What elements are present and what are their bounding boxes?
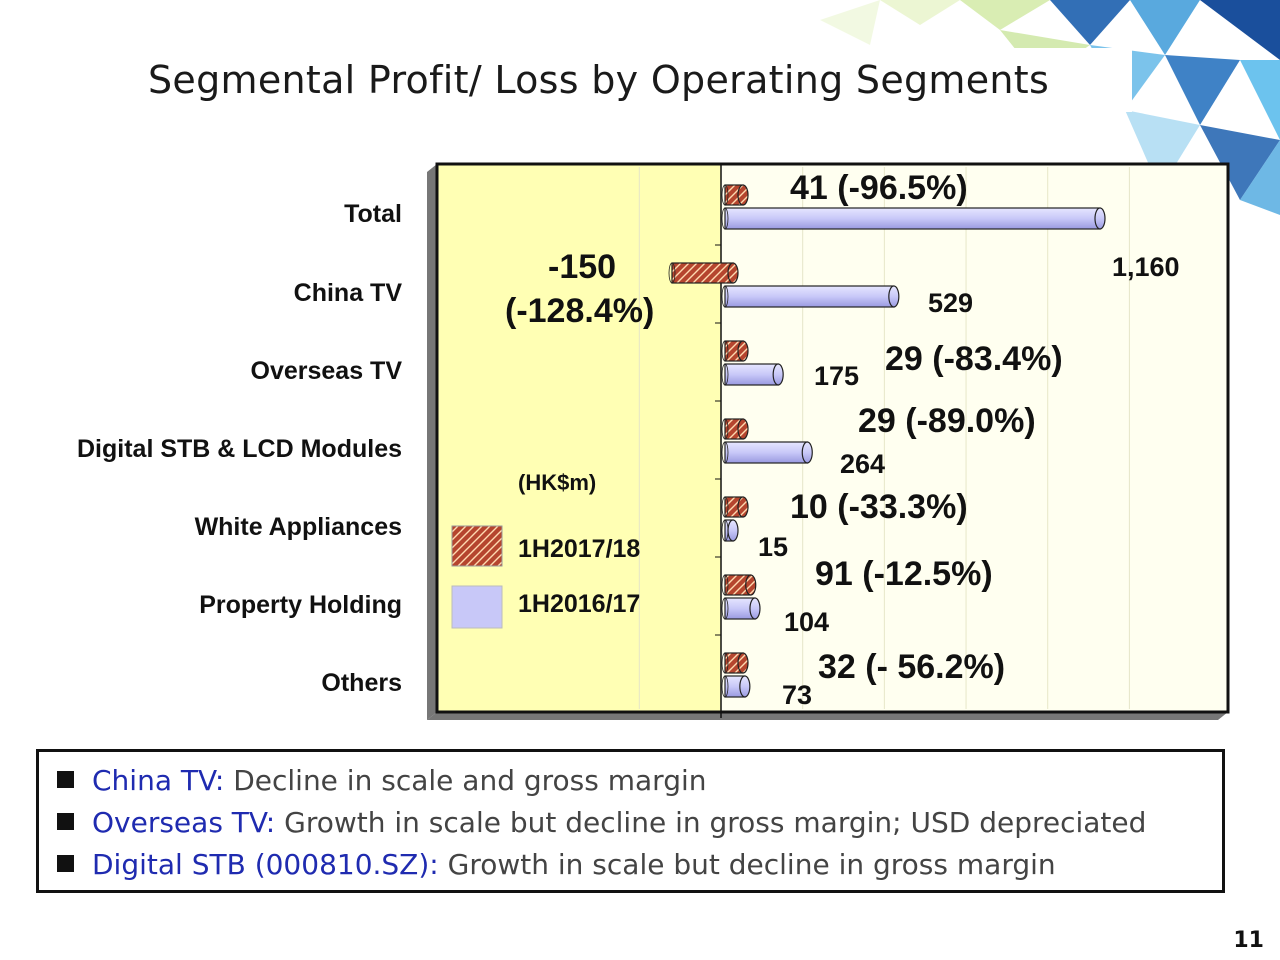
category-label: Property Holding <box>199 591 402 619</box>
bar-prior <box>721 363 784 386</box>
data-label-current: 32 (- 56.2%) <box>818 648 1005 686</box>
bar-current <box>721 340 749 362</box>
slide-title: Segmental Profit/ Loss by Operating Segm… <box>148 58 1050 102</box>
data-label-prior: 529 <box>928 288 973 318</box>
data-label-prior: 264 <box>840 449 885 479</box>
category-label: White Appliances <box>195 513 402 541</box>
bullet-square-icon <box>57 770 74 788</box>
bar-prior <box>721 441 813 464</box>
data-label-prior: 175 <box>814 361 859 391</box>
bar-current <box>721 418 749 440</box>
data-label-prior: 104 <box>784 607 829 637</box>
segment-bar-chart: 41 (-96.5%) -150 29 (-83.4%) 29 (-89.0%) 10 … <box>77 162 1230 720</box>
title-background <box>140 48 1132 112</box>
data-label-current: -150 <box>548 248 616 286</box>
bar-prior <box>721 207 1106 230</box>
data-label-current: 10 (-33.3%) <box>790 488 968 526</box>
bullet-square-icon <box>57 854 74 872</box>
data-label-current: 29 (-83.4%) <box>885 340 1063 378</box>
plot-floor-depth <box>427 712 1228 720</box>
bullet-square-icon <box>57 812 74 830</box>
bar-current <box>721 652 749 674</box>
bar-prior <box>721 675 751 698</box>
data-label-current: 41 (-96.5%) <box>790 169 968 207</box>
data-label-prior: 1,160 <box>1112 252 1180 282</box>
category-label: Overseas TV <box>251 357 403 385</box>
note-digital-stb: Digital STB (000810.SZ): Growth in scale… <box>57 848 1056 881</box>
note-overseas-tv: Overseas TV: Growth in scale but decline… <box>57 806 1146 839</box>
data-label-current-change: (-128.4%) <box>505 292 654 330</box>
bar-current <box>721 184 749 206</box>
bar-prior <box>721 285 900 308</box>
plot-border <box>435 162 1230 714</box>
data-label-current: 91 (-12.5%) <box>815 555 993 593</box>
category-label: Digital STB & LCD Modules <box>77 435 402 463</box>
legend-label-current: 1H2017/18 <box>518 535 640 563</box>
data-label-prior: 15 <box>758 532 788 562</box>
plot-frame-depth <box>427 164 437 720</box>
notes-box: China TV: Decline in scale and gross mar… <box>36 749 1225 893</box>
unit-label: (HK$m) <box>518 470 596 495</box>
data-label-current: 29 (-89.0%) <box>858 402 1036 440</box>
bar-current <box>668 262 739 284</box>
bar-current <box>721 496 749 518</box>
category-label: Total <box>344 200 402 228</box>
bar-prior <box>721 519 739 542</box>
bar-current <box>721 574 757 596</box>
plot-negative-region <box>437 164 721 712</box>
category-label: China TV <box>294 279 403 307</box>
note-china-tv: China TV: Decline in scale and gross mar… <box>57 764 707 797</box>
page-number: 11 <box>1233 928 1264 953</box>
legend-swatch-current <box>451 525 503 567</box>
data-label-prior: 73 <box>782 680 812 710</box>
bar-prior <box>721 597 761 620</box>
legend-swatch-prior <box>451 585 503 629</box>
legend-label-prior: 1H2016/17 <box>518 590 640 618</box>
plot-positive-region <box>721 164 1228 712</box>
gridlines <box>638 167 1130 709</box>
category-label: Others <box>321 669 402 697</box>
